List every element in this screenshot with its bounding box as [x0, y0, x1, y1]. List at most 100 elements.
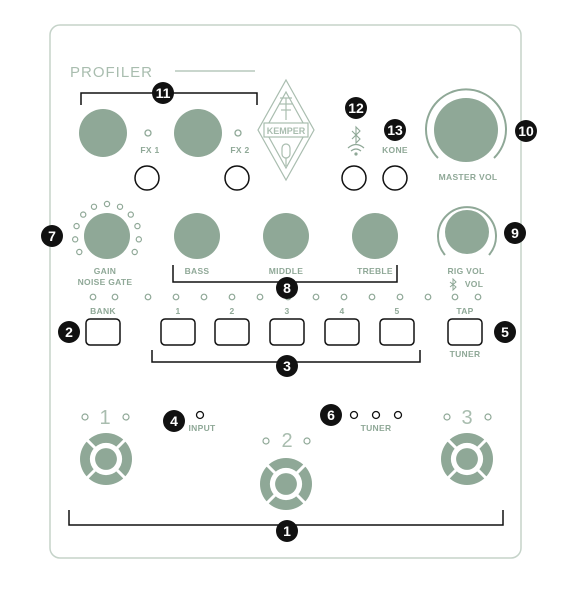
rig-vol-label: RIG VOL [447, 266, 484, 276]
preset-button-3[interactable] [269, 318, 305, 346]
fx-knob-1[interactable] [79, 109, 127, 157]
callout-13-marker [384, 119, 406, 141]
footswitch-cap [95, 448, 117, 470]
callout-7-label: 7 [48, 228, 56, 244]
rig-vol-scale [437, 206, 497, 256]
fx1-led [144, 129, 152, 137]
kone-switch[interactable] [382, 165, 408, 191]
rig-vol-knob[interactable] [445, 210, 489, 254]
footswitch-2-number: 2 [281, 430, 292, 452]
gain-ring-led [127, 211, 134, 218]
master-vol-knob[interactable] [434, 98, 498, 162]
bass-label: BASS [185, 266, 210, 276]
preset-led [256, 293, 264, 301]
preset-button-4[interactable] [324, 318, 360, 346]
bt-vol-bluetooth-icon [449, 277, 457, 292]
input-label: INPUT [189, 423, 217, 433]
callout-3-marker [276, 355, 298, 377]
footswitch-notch [115, 439, 126, 450]
bluetooth-switch[interactable] [341, 165, 367, 191]
footswitch-notch [476, 468, 487, 479]
preset-button-label: 4 [339, 306, 344, 316]
preset-led-row [89, 293, 482, 301]
preset-button-5[interactable] [379, 318, 415, 346]
bt-vol-label: VOL [465, 279, 483, 289]
master-vol-scale [425, 88, 507, 159]
treble-knob[interactable] [352, 213, 398, 259]
preset-led [424, 293, 432, 301]
gain-ring-led [90, 203, 98, 210]
input-led [195, 410, 205, 420]
fs3-led-right [484, 413, 492, 421]
bass-knob[interactable] [174, 213, 220, 259]
callout-12-marker [345, 97, 367, 119]
footswitch-cap [456, 448, 478, 470]
callout-4-label: 4 [170, 413, 178, 429]
callout-9-marker [504, 222, 526, 244]
callout-7-marker [41, 225, 63, 247]
gain-ring-led [131, 248, 138, 256]
gain-ring-led [135, 236, 143, 243]
footswitch-2[interactable] [260, 458, 312, 510]
preset-button-2[interactable] [214, 318, 250, 346]
preset-button-1[interactable] [160, 318, 196, 346]
gain-knob[interactable] [84, 213, 130, 259]
footswitch-notch [266, 493, 277, 504]
fs2-led-right [303, 437, 311, 445]
gain-ring-led [73, 222, 80, 230]
callout-8-marker [276, 277, 298, 299]
fx2-switch[interactable] [224, 165, 250, 191]
footswitch-1[interactable] [80, 433, 132, 485]
fs3-led-left [443, 413, 451, 421]
footswitch-3[interactable] [441, 433, 493, 485]
callout-2-label: 2 [65, 324, 73, 340]
callout-11-label: 11 [156, 85, 171, 101]
callout-10-label: 10 [518, 123, 534, 139]
preset-led [451, 293, 459, 301]
fx2-led [234, 129, 242, 137]
fs1-led-left [81, 413, 89, 421]
callout-12-label: 12 [348, 100, 364, 116]
preset-button-label: 2 [229, 306, 234, 316]
footswitch-3-number: 3 [461, 407, 472, 429]
fx-knob-2[interactable] [174, 109, 222, 157]
preset-led [228, 293, 236, 301]
tuner-leds-label: TUNER [361, 423, 392, 433]
footswitch-notch [476, 439, 487, 450]
brand-title: PROFILER [70, 64, 153, 81]
preset-led [89, 293, 97, 301]
gain-led-ring [71, 200, 143, 256]
callout-10-marker [515, 120, 537, 142]
logo-text: KEMPER [267, 126, 306, 136]
fs1-led-right [122, 413, 130, 421]
callout-6-marker [320, 404, 342, 426]
footswitch-notch [447, 468, 458, 479]
preset-led [200, 293, 208, 301]
fs2-led-left [262, 437, 270, 445]
middle-knob[interactable] [263, 213, 309, 259]
preset-buttons: 1 2 3 4 5 [160, 306, 415, 346]
master-vol-label: MASTER VOL [439, 172, 498, 182]
callout-6-label: 6 [327, 407, 335, 423]
preset-led [396, 293, 404, 301]
tap-button[interactable] [447, 318, 483, 346]
callout-1-marker [276, 520, 298, 542]
bank-button[interactable] [85, 318, 121, 346]
footswitch-notch [86, 439, 97, 450]
callout-1-label: 1 [283, 523, 291, 539]
footswitch-notch [295, 493, 306, 504]
footswitch-notch [266, 464, 277, 475]
tap-label: TAP [456, 306, 473, 316]
callout-5-marker [494, 321, 516, 343]
tuner-switch-label: TUNER [450, 349, 481, 359]
gain-label: GAIN [94, 266, 116, 276]
preset-led [172, 293, 180, 301]
gain-ring-led [71, 236, 79, 243]
kone-label: KONE [382, 145, 408, 155]
preset-led [368, 293, 376, 301]
footswitch-notch [86, 468, 97, 479]
fx1-switch[interactable] [134, 165, 160, 191]
